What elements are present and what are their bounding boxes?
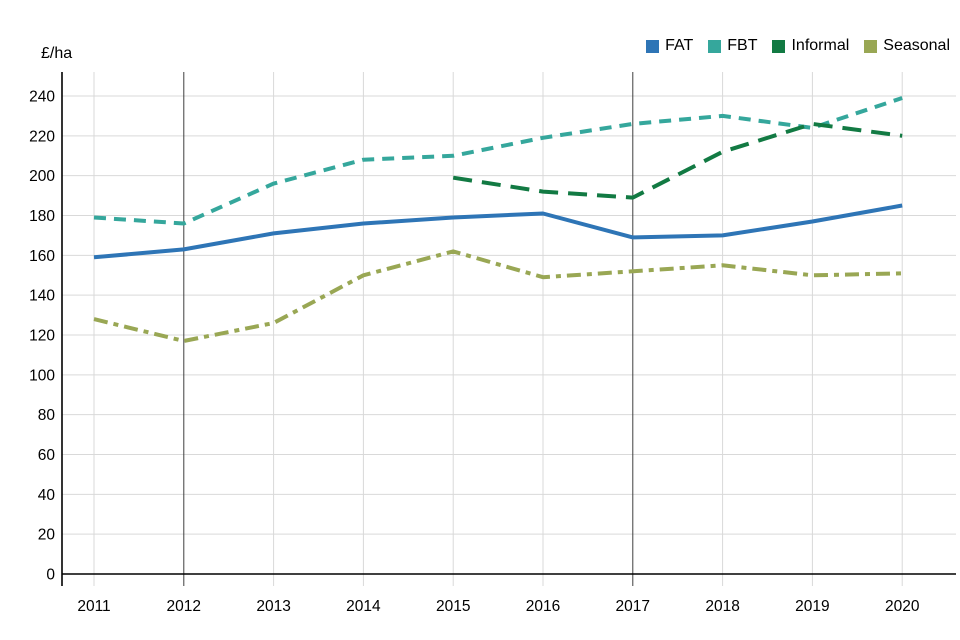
legend-item-seasonal: Seasonal — [864, 37, 950, 55]
x-tick-label-2019: 2019 — [795, 598, 829, 615]
x-tick-label-2018: 2018 — [705, 598, 739, 615]
x-tick-label-2020: 2020 — [885, 598, 920, 615]
y-tick-label-60: 60 — [38, 447, 56, 464]
series-line-seasonal — [93, 249, 903, 343]
y-tick-label-100: 100 — [29, 367, 55, 384]
y-tick-label-240: 240 — [29, 89, 55, 106]
legend-swatch-fat — [646, 39, 660, 53]
legend-swatch-seasonal — [864, 39, 878, 53]
x-tick-label-2014: 2014 — [346, 598, 381, 615]
y-tick-label-200: 200 — [29, 168, 55, 185]
legend-label: FAT — [665, 37, 694, 54]
y-tick-label-20: 20 — [38, 527, 56, 544]
x-tick-label-2011: 2011 — [77, 598, 110, 615]
legend-swatch-informal — [772, 39, 786, 53]
y-tick-label-160: 160 — [29, 248, 55, 265]
y-tick-label-80: 80 — [38, 407, 56, 424]
x-tick-label-2013: 2013 — [256, 598, 290, 615]
series-line-informal — [452, 121, 903, 200]
legend-label: Informal — [791, 37, 850, 54]
y-tick-label-180: 180 — [29, 208, 55, 225]
x-tick-label-2012: 2012 — [167, 598, 201, 615]
legend-label: Seasonal — [883, 37, 950, 54]
y-tick-label-220: 220 — [29, 128, 55, 145]
x-tick-label-2017: 2017 — [616, 598, 650, 615]
series-line-fat — [93, 203, 903, 260]
legend-item-fbt: FBT — [708, 37, 757, 55]
legend-item-informal: Informal — [772, 37, 849, 55]
series-line-fbt — [93, 96, 903, 226]
y-axis-unit-label: £/ha — [41, 45, 73, 62]
legend-swatch-fbt — [708, 39, 722, 53]
x-tick-label-2016: 2016 — [526, 598, 560, 615]
y-tick-label-120: 120 — [29, 328, 55, 345]
x-tick-label-2015: 2015 — [436, 598, 470, 615]
legend-item-fat: FAT — [646, 37, 693, 55]
y-tick-label-40: 40 — [38, 487, 56, 504]
legend-label: FBT — [727, 37, 758, 54]
y-tick-label-140: 140 — [29, 288, 55, 305]
chart-legend: FAT FBT Informal Seasonal — [646, 37, 950, 55]
y-tick-label-0: 0 — [46, 567, 55, 584]
